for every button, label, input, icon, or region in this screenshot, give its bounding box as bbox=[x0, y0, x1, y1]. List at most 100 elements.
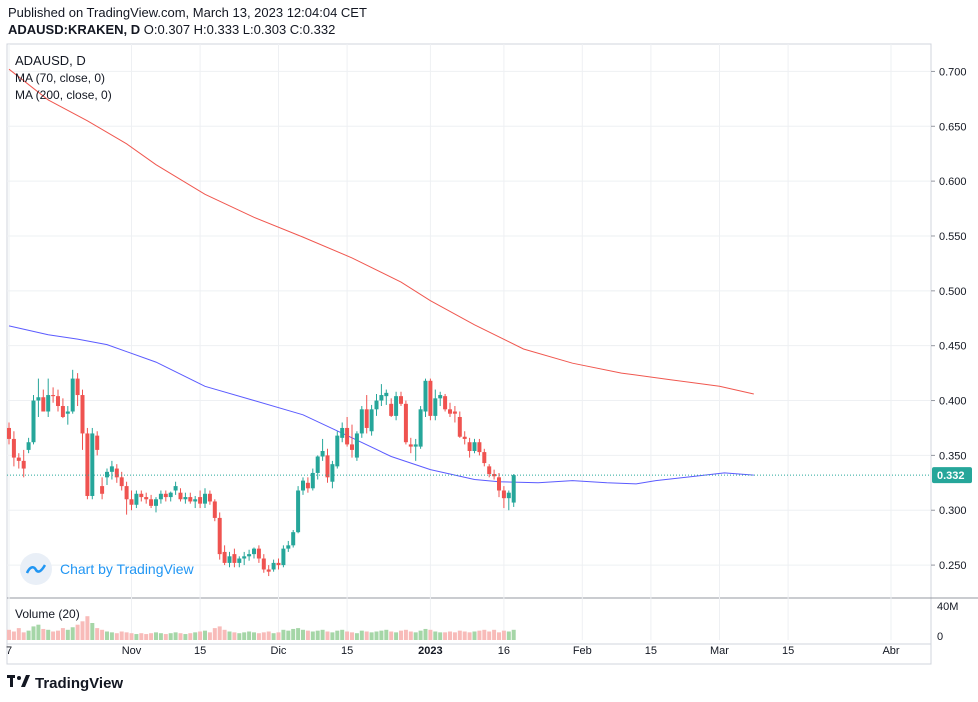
candle-body bbox=[227, 556, 232, 563]
volume-bar bbox=[359, 630, 364, 640]
volume-bar bbox=[252, 632, 256, 640]
candle-body bbox=[487, 466, 492, 475]
volume-bar bbox=[325, 631, 330, 640]
watermark-text: Chart by TradingView bbox=[60, 561, 194, 577]
volume-bar bbox=[129, 633, 134, 640]
chart-title: ADAUSD, D bbox=[15, 53, 86, 68]
candle-body bbox=[65, 411, 70, 414]
volume-bar bbox=[472, 631, 477, 640]
volume-bar bbox=[188, 633, 193, 640]
volume-bar bbox=[423, 628, 428, 640]
watermark[interactable]: Chart by TradingView bbox=[20, 553, 194, 585]
candle-body bbox=[149, 499, 154, 506]
candle-body bbox=[31, 400, 36, 443]
volume-bar bbox=[56, 630, 60, 640]
volume-bar bbox=[46, 629, 51, 640]
candle-body bbox=[158, 493, 163, 500]
volume-tick-label: 40M bbox=[937, 601, 958, 613]
tv-logo-icon bbox=[7, 674, 31, 692]
y-tick-label: 0.400 bbox=[939, 396, 967, 408]
candle-body bbox=[60, 406, 65, 417]
symbol-label: ADAUSD:KRAKEN, D bbox=[8, 22, 141, 37]
volume-bar bbox=[173, 632, 178, 640]
candle-body bbox=[7, 427, 11, 439]
symbol-header: ADAUSD:KRAKEN, D O:0.307 H:0.333 L:0.303… bbox=[8, 22, 335, 38]
candle-body bbox=[457, 416, 462, 437]
volume-bar bbox=[443, 632, 448, 640]
volume-bar bbox=[467, 632, 472, 640]
candle-body bbox=[222, 551, 227, 563]
volume-bar bbox=[261, 632, 266, 640]
candle-body bbox=[100, 486, 105, 494]
candle-body bbox=[389, 403, 394, 416]
volume-bar bbox=[296, 628, 301, 640]
candle-body bbox=[119, 477, 124, 487]
y-tick-label: 0.500 bbox=[939, 286, 967, 298]
candle-body bbox=[374, 400, 379, 410]
y-tick-label: 0.550 bbox=[939, 231, 967, 243]
volume-bar bbox=[7, 629, 11, 640]
published-note: Published on TradingView.com, March 13, … bbox=[8, 5, 367, 20]
volume-bar bbox=[109, 632, 114, 640]
volume-bar bbox=[16, 628, 21, 640]
volume-bar bbox=[408, 631, 413, 640]
volume-tick-label: 0 bbox=[937, 631, 943, 643]
footer-logo[interactable]: TradingView bbox=[7, 674, 123, 692]
footer-brand: TradingView bbox=[35, 674, 124, 692]
volume-bar bbox=[301, 629, 305, 640]
candle-body bbox=[335, 435, 340, 467]
x-tick-label: Nov bbox=[122, 645, 142, 657]
candle-body bbox=[139, 493, 144, 498]
volume-bar bbox=[482, 629, 487, 640]
candle-body bbox=[217, 517, 222, 555]
volume-bar bbox=[242, 632, 247, 640]
candle-body bbox=[271, 562, 276, 570]
candle-body bbox=[134, 493, 139, 505]
candle-body bbox=[354, 433, 359, 458]
volume-bar bbox=[506, 631, 511, 640]
volume-bar bbox=[31, 626, 36, 640]
volume-bar bbox=[163, 634, 168, 640]
tradingview-logo-icon bbox=[20, 553, 52, 585]
candle-body bbox=[345, 427, 350, 445]
volume-bar bbox=[379, 630, 384, 640]
candle-body bbox=[41, 397, 46, 412]
candle-body bbox=[261, 558, 266, 570]
candle-body bbox=[448, 409, 452, 414]
candle-body bbox=[433, 398, 438, 416]
y-tick-label: 0.250 bbox=[939, 560, 967, 572]
candle-body bbox=[359, 409, 364, 434]
volume-bar bbox=[75, 624, 80, 640]
volume-bar bbox=[511, 629, 516, 640]
candle-body bbox=[207, 493, 212, 502]
volume-bar bbox=[291, 628, 296, 640]
x-tick-label: Feb bbox=[573, 645, 592, 657]
volume-bar bbox=[60, 628, 65, 640]
candle-body bbox=[90, 433, 95, 496]
candle-body bbox=[114, 468, 119, 478]
candle-body bbox=[80, 395, 85, 434]
candle-body bbox=[472, 442, 477, 451]
candle-body bbox=[379, 395, 384, 401]
candle-body bbox=[144, 497, 149, 500]
candle-body bbox=[237, 558, 242, 563]
x-tick-label: 7 bbox=[6, 645, 12, 657]
volume-bar bbox=[310, 631, 315, 640]
x-tick-label: 15 bbox=[645, 645, 657, 657]
volume-bar bbox=[212, 628, 217, 640]
candle-body bbox=[281, 548, 286, 566]
candle-body bbox=[350, 444, 354, 450]
candle-body bbox=[305, 482, 310, 489]
ma200-line bbox=[8, 68, 754, 395]
volume-bar bbox=[345, 631, 350, 640]
volume-bar bbox=[364, 631, 369, 640]
volume-bar bbox=[418, 630, 423, 640]
volume-bar bbox=[95, 628, 100, 640]
candle-body bbox=[403, 403, 408, 443]
volume-bar bbox=[90, 623, 95, 640]
volume-bar bbox=[433, 631, 438, 640]
candle-body bbox=[51, 395, 56, 397]
volume-bar bbox=[178, 633, 183, 640]
ma200-legend: MA (200, close, 0) bbox=[15, 88, 112, 102]
